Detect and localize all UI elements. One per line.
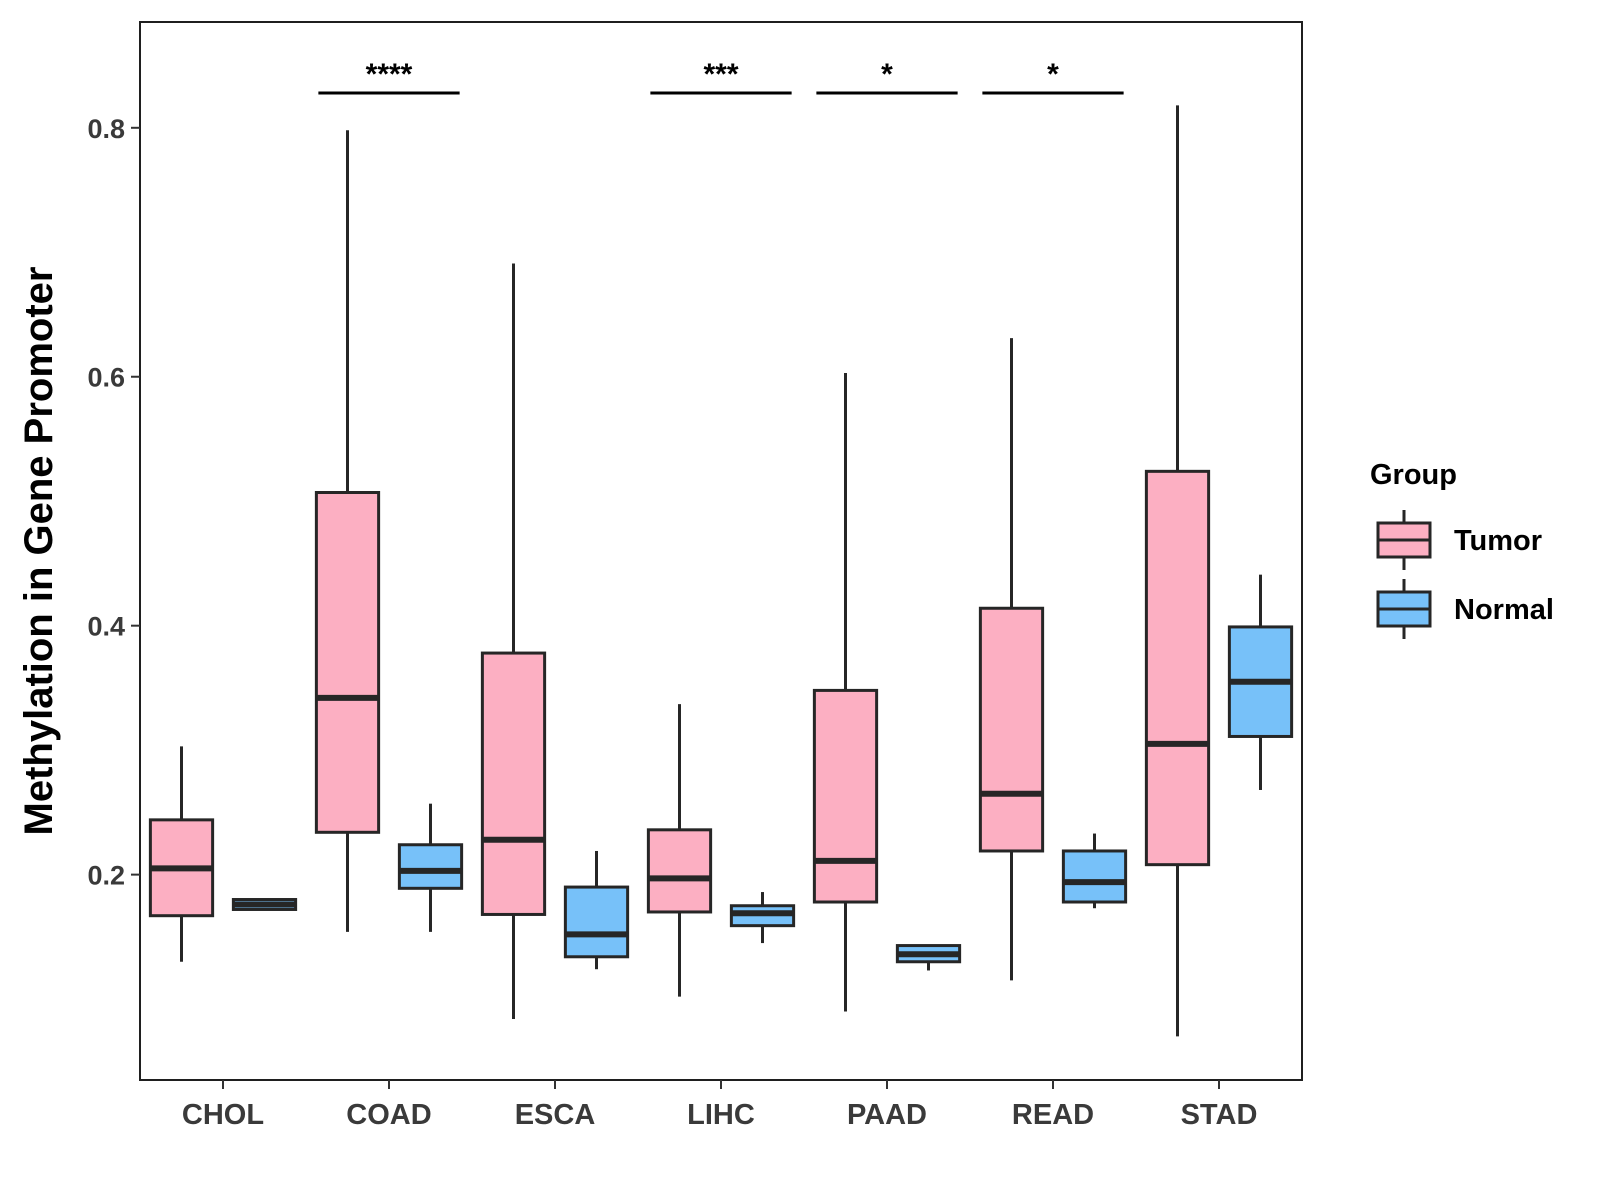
box-iqr	[1061, 849, 1128, 904]
significance-label: *	[881, 58, 893, 91]
legend-label-normal: Normal	[1454, 594, 1554, 626]
y-tick-label: 0.6	[87, 363, 125, 393]
box-iqr	[397, 843, 464, 890]
legend-title: Group	[1370, 459, 1457, 491]
box-iqr	[1144, 469, 1211, 867]
x-tick-label-lihc: LIHC	[687, 1099, 755, 1131]
box-tumor-esca	[480, 263, 547, 1020]
legend: Group Tumor Normal	[1370, 459, 1554, 639]
y-tick-label: 0.2	[87, 861, 125, 891]
box-iqr	[646, 828, 713, 914]
y-tick-label: 0.4	[87, 612, 125, 642]
box-normal-esca	[563, 850, 630, 970]
legend-key-tumor	[1376, 510, 1432, 570]
box-tumor-paad	[812, 373, 879, 1012]
box-tumor-stad	[1144, 105, 1211, 1037]
box-normal-chol	[231, 898, 298, 911]
y-axis-title: Methylation in Gene Promoter	[17, 267, 61, 836]
plot-panel	[139, 21, 1303, 1081]
box-normal-coad	[397, 803, 464, 932]
box-iqr	[978, 606, 1045, 853]
box-iqr	[563, 885, 630, 959]
significance-label: *	[1047, 58, 1059, 91]
significance-label: ***	[703, 58, 738, 91]
x-tick-label-esca: ESCA	[515, 1099, 596, 1131]
x-tick-label-coad: COAD	[346, 1099, 431, 1131]
box-tumor-read	[978, 338, 1045, 981]
x-tick-label-stad: STAD	[1181, 1099, 1258, 1131]
x-tick-label-read: READ	[1012, 1099, 1094, 1131]
box-normal-stad	[1227, 574, 1294, 790]
legend-key-normal	[1376, 579, 1432, 639]
box-tumor-coad	[314, 130, 381, 932]
y-tick-label: 0.8	[87, 114, 125, 144]
significance-label: ****	[366, 58, 413, 91]
x-tick-label-chol: CHOL	[182, 1099, 264, 1131]
box-normal-lihc	[729, 892, 796, 944]
x-tick-label-paad: PAAD	[847, 1099, 927, 1131]
box-normal-paad	[895, 944, 962, 971]
box-tumor-lihc	[646, 704, 713, 997]
legend-label-tumor: Tumor	[1454, 525, 1542, 557]
boxes-layer	[148, 105, 1294, 1037]
y-axis: 0.2 0.4 0.6 0.8	[87, 114, 140, 891]
box-iqr	[314, 490, 381, 834]
box-iqr	[812, 688, 879, 904]
box-iqr	[480, 651, 547, 916]
box-normal-read	[1061, 833, 1128, 909]
significance-layer: **** *** * *	[318, 58, 1124, 95]
x-axis: CHOL COAD ESCA LIHC PAAD READ STAD	[182, 1080, 1257, 1131]
box-tumor-chol	[148, 746, 215, 962]
